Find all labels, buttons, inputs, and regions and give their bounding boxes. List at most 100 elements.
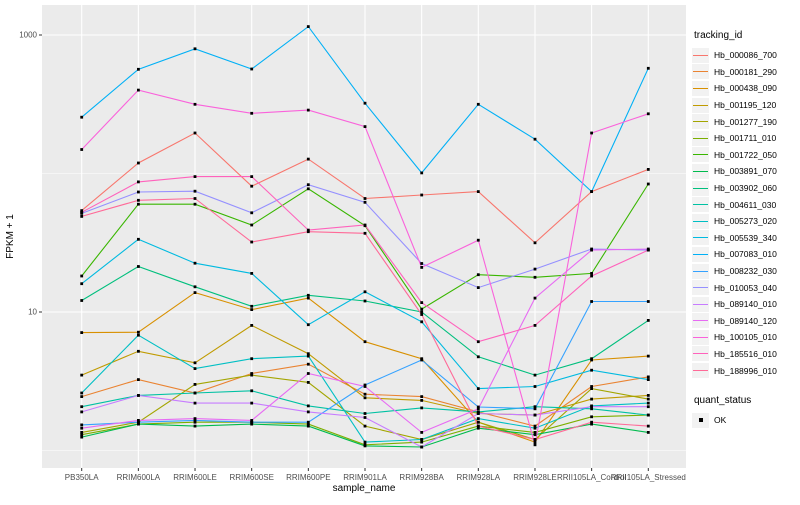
legend-item-label: Hb_100105_010 (714, 332, 777, 343)
data-point-Hb_100105_010 (306, 108, 310, 112)
y-axis-tick-label: 10 (28, 308, 37, 317)
legend-item-label: Hb_008232_030 (714, 266, 777, 277)
quant-status-legend: quant_status OK (692, 395, 798, 429)
legend-key-line (693, 220, 708, 222)
legend-key-line (693, 320, 708, 322)
data-point-Hb_001277_190 (250, 373, 254, 377)
legend-key-line (693, 137, 708, 139)
x-axis-tick-label: RRIM928BA (399, 473, 444, 482)
legend-key-line (693, 170, 708, 172)
legend-key-line (693, 237, 708, 239)
data-point-Hb_005539_340 (363, 290, 367, 294)
data-point-Hb_000438_090 (193, 291, 197, 294)
data-point-Hb_089140_120 (250, 419, 254, 422)
legend-item-Hb_185516_010: Hb_185516_010 (692, 346, 798, 363)
data-point-Hb_007083_010 (646, 66, 650, 70)
data-point-Hb_001195_120 (306, 352, 310, 356)
data-point-Hb_001277_190 (363, 424, 367, 428)
data-point-Hb_185516_010 (590, 274, 593, 278)
data-point-Hb_004611_030 (476, 410, 480, 414)
data-point-Hb_089140_120 (80, 426, 84, 430)
legend-key-swatch (692, 296, 709, 312)
data-point-Hb_003902_060 (533, 373, 537, 377)
data-point-Hb_001711_010 (590, 415, 593, 419)
legend-panel: tracking_id Hb_000086_700 Hb_000181_290 Hb… (692, 30, 798, 428)
data-point-Hb_004611_030 (646, 413, 650, 417)
y-axis-tick-label: 1000 (19, 31, 37, 40)
data-point-Hb_001277_190 (646, 397, 650, 401)
legend-key-line (693, 71, 708, 73)
legend-item-Hb_001195_120: Hb_001195_120 (692, 97, 798, 114)
data-point-Hb_003902_060 (590, 357, 593, 361)
legend-item-label: Hb_005273_020 (714, 216, 777, 227)
legend-item-label: Hb_000086_700 (714, 50, 777, 61)
x-axis-tick-label: RRIM600LE (173, 473, 217, 482)
data-point-Hb_001277_190 (193, 383, 197, 386)
legend-item-label: Hb_010053_040 (714, 282, 777, 293)
data-point-Hb_007083_010 (533, 137, 537, 141)
legend-key-line (693, 370, 708, 372)
data-point-Hb_000438_090 (363, 340, 367, 344)
data-point-Hb_089140_120 (533, 296, 537, 300)
legend-key-line (693, 154, 708, 156)
data-point-Hb_003891_070 (80, 435, 84, 439)
legend-key-line (693, 270, 708, 272)
legend-key-line (693, 287, 708, 289)
data-point-Hb_001195_120 (590, 397, 593, 401)
plot-panel (42, 5, 686, 468)
data-point-Hb_000181_290 (363, 392, 367, 396)
data-point-Hb_000086_700 (250, 184, 254, 188)
legend-item-Hb_003902_060: Hb_003902_060 (692, 180, 798, 197)
data-point-Hb_100105_010 (363, 125, 367, 128)
x-axis-title: sample_name (333, 483, 396, 494)
legend-key-swatch (692, 130, 709, 146)
legend-item-label: Hb_089140_010 (714, 299, 777, 310)
data-point-Hb_089140_010 (80, 410, 84, 414)
data-point-Hb_007083_010 (363, 101, 367, 105)
data-point-Hb_010053_040 (420, 262, 424, 265)
data-point-Hb_003902_060 (646, 319, 650, 322)
data-point-Hb_188996_010 (533, 438, 537, 441)
x-axis-tick-label: RRII105LA_Stressed (611, 473, 686, 482)
data-point-Hb_008232_030 (476, 405, 480, 409)
legend-item-Hb_000086_700: Hb_000086_700 (692, 47, 798, 64)
data-point-Hb_003902_060 (420, 310, 424, 314)
legend-key-line (693, 87, 708, 89)
data-point-Hb_000181_290 (306, 362, 310, 366)
data-point-Hb_005273_020 (193, 367, 197, 370)
data-point-Hb_001277_190 (590, 387, 593, 390)
data-point-Hb_000181_290 (533, 424, 537, 428)
legend-item-Hb_005273_020: Hb_005273_020 (692, 213, 798, 230)
data-point-Hb_000086_700 (420, 193, 424, 197)
legend-key-swatch (692, 47, 709, 63)
data-point-Hb_100105_010 (250, 111, 254, 115)
legend-key-swatch (692, 263, 709, 279)
data-point-Hb_007083_010 (80, 115, 84, 119)
data-point-Hb_100105_010 (193, 102, 197, 106)
legend-key-swatch (692, 163, 709, 179)
data-point-Hb_004611_030 (533, 405, 537, 409)
data-point-Hb_100105_010 (533, 443, 537, 447)
data-point-Hb_004611_030 (193, 391, 197, 395)
data-point-Hb_004611_030 (420, 406, 424, 410)
legend-key-swatch (692, 180, 709, 196)
data-point-Hb_003891_070 (306, 424, 310, 428)
data-point-Hb_005539_340 (306, 323, 310, 327)
data-point-Hb_000438_090 (250, 308, 254, 311)
data-point-Hb_008232_030 (306, 420, 310, 424)
legend-item-label: Hb_185516_010 (714, 348, 777, 359)
data-point-Hb_185516_010 (533, 324, 537, 327)
data-point-Hb_001722_050 (250, 223, 254, 227)
legend-key-swatch (692, 346, 709, 362)
data-point-Hb_005539_340 (137, 237, 140, 241)
data-point-Hb_003902_060 (250, 304, 254, 308)
data-point-Hb_185516_010 (476, 340, 480, 344)
legend-key-swatch (692, 64, 709, 80)
data-point-Hb_008232_030 (420, 358, 424, 362)
data-point-Hb_005539_340 (476, 387, 480, 390)
data-point-Hb_010053_040 (250, 211, 254, 215)
data-point-Hb_005273_020 (306, 354, 310, 358)
data-point-Hb_005273_020 (420, 438, 424, 441)
black-square-point-icon (698, 418, 703, 423)
data-point-Hb_000086_700 (80, 209, 84, 212)
